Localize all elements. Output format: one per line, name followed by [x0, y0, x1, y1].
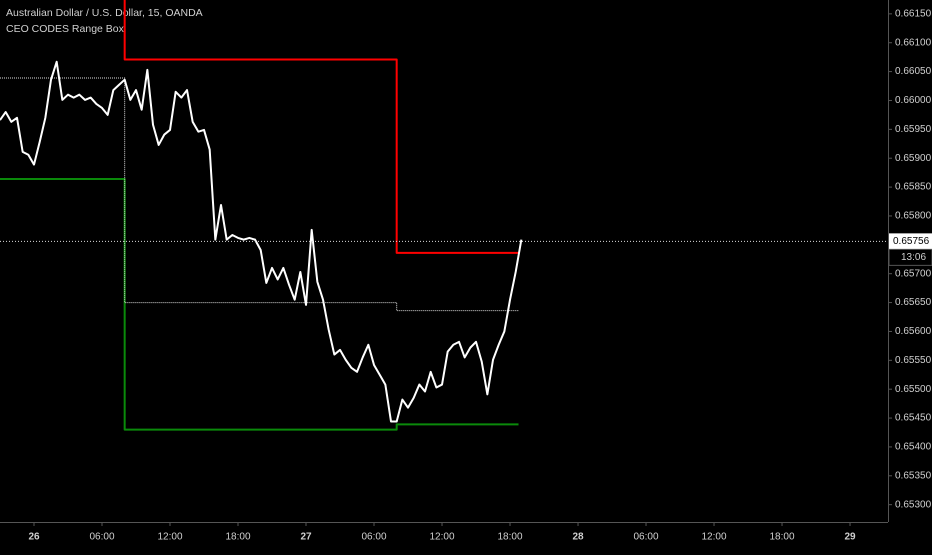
y-tick-label: 0.65650	[895, 297, 932, 308]
x-tick-label: 06:00	[634, 532, 659, 543]
x-tick-label: 18:00	[498, 532, 523, 543]
y-tick-label: 0.65500	[895, 384, 932, 395]
x-tick-label: 12:00	[702, 532, 727, 543]
x-tick-label: 27	[300, 532, 312, 543]
x-tick-label: 28	[572, 532, 584, 543]
last-price-label: 0.65756	[893, 236, 930, 247]
countdown-box	[888, 248, 932, 266]
y-tick-label: 0.65300	[895, 499, 932, 510]
y-tick-label: 0.66100	[895, 37, 932, 48]
y-tick-label: 0.65850	[895, 182, 932, 193]
y-tick-label: 0.65550	[895, 355, 932, 366]
series-line	[0, 60, 523, 423]
plot-area	[0, 0, 523, 431]
y-tick-label: 0.65450	[895, 413, 932, 424]
y-tick-label: 0.65900	[895, 153, 932, 164]
chart-title: Australian Dollar / U.S. Dollar, 15, OAN…	[6, 7, 203, 19]
x-tick-label: 12:00	[157, 532, 182, 543]
y-tick-label: 0.66050	[895, 66, 932, 77]
x-tick-label: 26	[28, 532, 40, 543]
y-tick-label: 0.65350	[895, 470, 932, 481]
x-tick-label: 12:00	[430, 532, 455, 543]
y-tick-label: 0.65800	[895, 211, 932, 222]
countdown-label: 13:06	[901, 252, 926, 263]
y-tick-label: 0.65400	[895, 442, 932, 453]
last-price-box	[889, 233, 932, 250]
x-tick-label: 29	[844, 532, 856, 543]
series-line	[123, 0, 519, 254]
y-tick-label: 0.66150	[895, 8, 932, 19]
series-line	[0, 178, 519, 431]
x-tick-label: 18:00	[225, 532, 250, 543]
chart-subtitle: CEO CODES Range Box	[6, 23, 125, 35]
x-tick-label: 06:00	[89, 532, 114, 543]
y-tick-label: 0.66000	[895, 95, 932, 106]
y-tick-label: 0.65600	[895, 326, 932, 337]
x-tick-label: 18:00	[770, 532, 795, 543]
x-tick-label: 06:00	[361, 532, 386, 543]
y-tick-label: 0.65950	[895, 124, 932, 135]
y-tick-label: 0.65700	[895, 268, 932, 279]
